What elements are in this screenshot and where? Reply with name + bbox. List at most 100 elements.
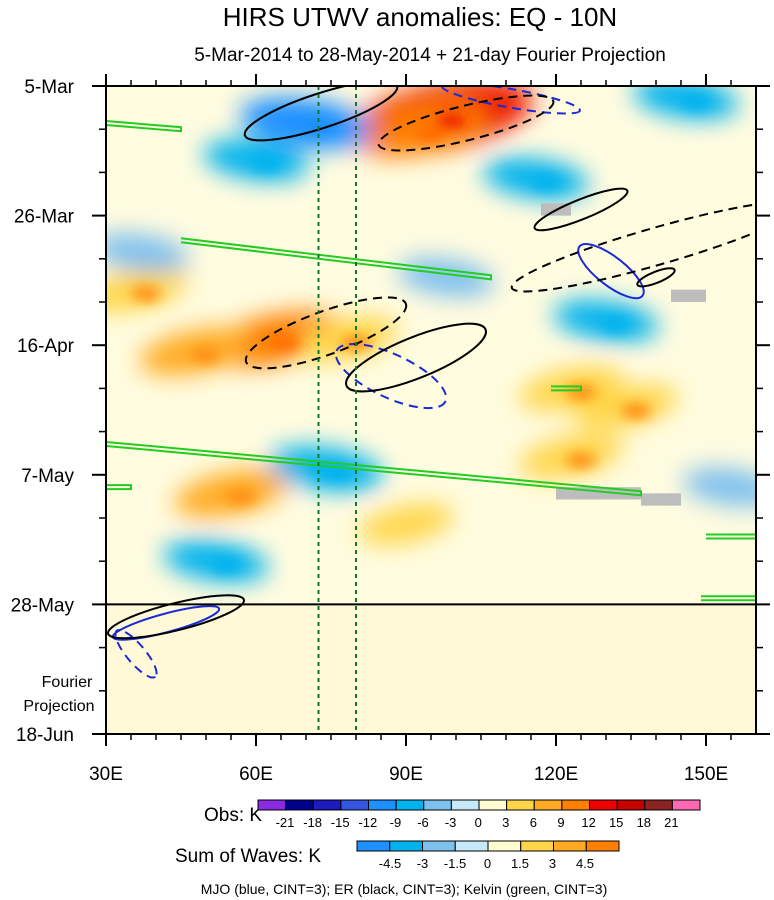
colorbar-swatch <box>422 840 456 852</box>
er-contour <box>636 267 676 288</box>
anomaly-detail <box>436 113 466 129</box>
kelvin-contour <box>106 120 182 133</box>
x-tick-label: 60E <box>239 764 273 785</box>
colorbar-swatch <box>389 840 423 852</box>
projection-label-line2: Projection <box>23 698 94 715</box>
mjo-contour <box>114 629 158 679</box>
x-tick-label: 30E <box>89 764 123 785</box>
er-contour <box>243 86 399 142</box>
colorbar-swatch <box>368 799 397 811</box>
anomaly-blob <box>106 233 190 272</box>
colorbar-swatch <box>616 799 646 811</box>
colorbar-swatch <box>340 799 369 811</box>
colorbar-swatch <box>671 799 701 811</box>
colorbar-swatch <box>356 840 391 852</box>
colorbar-label: -18 <box>303 815 322 830</box>
anomaly-detail <box>301 119 331 135</box>
chart-subtitle: 5-Mar-2014 to 28-May-2014 + 21-day Fouri… <box>194 45 666 66</box>
kelvin-contour <box>106 440 642 497</box>
anomaly-detail <box>601 317 631 332</box>
waves-colorbar: -4.5 -3 -1.5 0 1.5 3 4.5 <box>356 840 620 871</box>
colorbar-swatch <box>487 840 522 852</box>
colorbar-swatch <box>285 799 314 811</box>
colorbar-swatch <box>533 799 563 811</box>
footnote: MJO (blue, CINT=3); ER (black, CINT=3); … <box>201 881 608 897</box>
anomaly-detail <box>531 175 561 190</box>
anomaly-detail <box>226 489 256 505</box>
y-tick-label: 26-Mar <box>14 207 75 228</box>
kelvin-contour <box>706 533 756 540</box>
x-tick-label: 120E <box>534 764 578 785</box>
er-contour <box>533 187 629 232</box>
colorbar-label: 0 <box>475 815 482 830</box>
er-contour <box>377 94 555 152</box>
plot-area <box>106 86 756 734</box>
colorbar-label: -6 <box>417 815 429 830</box>
y-tick-label: 18-Jun <box>16 725 74 746</box>
colorbar-swatch <box>395 799 425 811</box>
kelvin-contours <box>106 120 756 602</box>
x-tick-label: 150E <box>684 764 728 785</box>
colorbar-swatch <box>450 799 480 811</box>
anomaly-detail <box>566 452 596 468</box>
colorbar-label: 15 <box>609 815 623 830</box>
waves-colorbar-label: Sum of Waves: K <box>175 846 321 867</box>
anomaly-detail <box>416 125 446 141</box>
colorbar-swatch <box>454 840 489 852</box>
obs-colorbar: -21 -18 -15 -12 -9 -6 -3 0 3 6 9 12 15 18 21 <box>257 799 701 830</box>
colorbar-label: 18 <box>637 815 651 830</box>
anomaly-detail <box>566 384 596 400</box>
colorbar-swatch <box>506 799 535 811</box>
anomaly-detail <box>681 94 711 110</box>
colorbar-swatch <box>561 799 590 811</box>
axes: 30E 60E 90E 120E 150E 5-Mar 26-Mar 16-Apr 7-May 2… <box>11 74 770 785</box>
colorbar-swatch <box>257 799 287 811</box>
kelvin-contour <box>106 484 132 491</box>
y-tick-label: 5-Mar <box>24 77 74 98</box>
anomaly-field <box>106 86 756 583</box>
colorbar-swatch <box>644 799 673 811</box>
anomaly-detail <box>131 286 161 302</box>
kelvin-contour <box>180 237 492 281</box>
colorbar-label: 12 <box>581 815 595 830</box>
colorbar-label: -12 <box>358 815 377 830</box>
colorbar-label: -21 <box>276 815 295 830</box>
anomaly-detail <box>271 335 301 351</box>
er-contour <box>510 200 756 293</box>
colorbar-label: 3 <box>502 815 509 830</box>
colorbar-label: 1.5 <box>511 856 529 871</box>
anomaly-detail <box>251 156 281 172</box>
reference-lines <box>317 86 357 734</box>
anomaly-detail <box>621 403 651 419</box>
colorbar-swatch <box>312 799 342 811</box>
wave-contours <box>106 86 756 679</box>
er-contour <box>345 322 487 393</box>
colorbar-swatch <box>585 840 620 852</box>
colorbar-label: -9 <box>390 815 402 830</box>
projection-label-line1: Fourier <box>42 674 93 691</box>
y-tick-label: 28-May <box>11 595 75 616</box>
anomaly-blob <box>358 503 454 545</box>
x-tick-label: 90E <box>389 764 423 785</box>
colorbar-swatch <box>520 840 554 852</box>
colorbar-label: 0 <box>484 856 491 871</box>
colorbar-label: 6 <box>530 815 537 830</box>
colorbar-label: -15 <box>331 815 350 830</box>
anomaly-detail <box>321 465 351 481</box>
kelvin-contour <box>701 595 756 602</box>
colorbar-label: -3 <box>417 856 429 871</box>
colorbar-label: 4.5 <box>576 856 594 871</box>
colorbar-swatch <box>423 799 452 811</box>
y-tick-label: 16-Apr <box>17 336 75 357</box>
colorbar-label: 3 <box>549 856 556 871</box>
kelvin-contour <box>551 385 582 392</box>
projection-region <box>106 604 756 734</box>
colorbar-label: -1.5 <box>444 856 466 871</box>
colorbar-swatch <box>553 840 587 852</box>
colorbar-swatch <box>478 799 508 811</box>
colorbar-label: 21 <box>664 815 678 830</box>
colorbar-label: -3 <box>445 815 457 830</box>
missing-data-patch <box>671 289 706 302</box>
missing-data-patch <box>641 493 681 506</box>
